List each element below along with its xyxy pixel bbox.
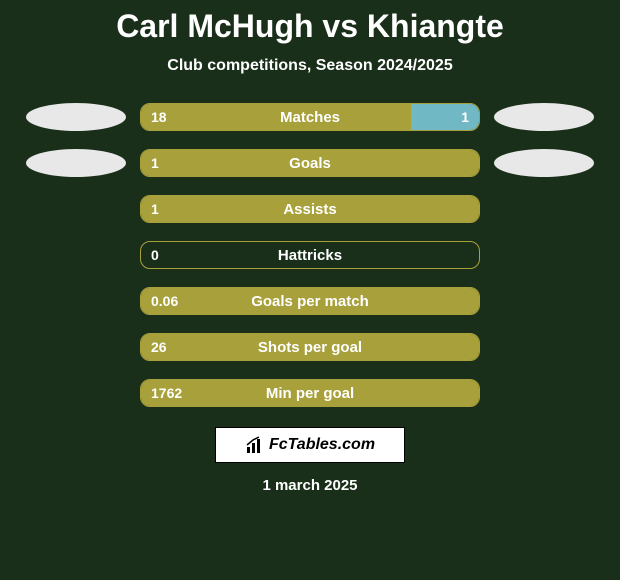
stat-row: 1762Min per goal bbox=[0, 379, 620, 407]
stat-row: 26Shots per goal bbox=[0, 333, 620, 361]
stat-label: Hattricks bbox=[141, 242, 479, 268]
comparison-date: 1 march 2025 bbox=[0, 477, 620, 494]
player-left-marker bbox=[26, 149, 126, 177]
stat-row: 0.06Goals per match bbox=[0, 287, 620, 315]
stat-bar: 1Goals bbox=[140, 149, 480, 177]
spacer bbox=[26, 241, 126, 269]
player-left-marker bbox=[26, 103, 126, 131]
spacer bbox=[26, 287, 126, 315]
spacer bbox=[494, 287, 594, 315]
stat-label: Shots per goal bbox=[141, 334, 479, 360]
stat-label: Assists bbox=[141, 196, 479, 222]
stat-row: 18Matches1 bbox=[0, 103, 620, 131]
spacer bbox=[494, 195, 594, 223]
stat-bar: 1762Min per goal bbox=[140, 379, 480, 407]
spacer bbox=[26, 333, 126, 361]
stat-bar: 1Assists bbox=[140, 195, 480, 223]
stat-label: Min per goal bbox=[141, 380, 479, 406]
player-right-marker bbox=[494, 149, 594, 177]
stat-bar: 0.06Goals per match bbox=[140, 287, 480, 315]
brand-text: FcTables.com bbox=[269, 436, 375, 454]
brand-badge: FcTables.com bbox=[215, 427, 405, 463]
spacer bbox=[494, 333, 594, 361]
comparison-subtitle: Club competitions, Season 2024/2025 bbox=[0, 57, 620, 75]
spacer bbox=[26, 379, 126, 407]
stats-container: 18Matches11Goals1Assists0Hattricks0.06Go… bbox=[0, 103, 620, 407]
stat-bar: 18Matches1 bbox=[140, 103, 480, 131]
stat-row: 0Hattricks bbox=[0, 241, 620, 269]
stat-row: 1Goals bbox=[0, 149, 620, 177]
stat-label: Goals per match bbox=[141, 288, 479, 314]
comparison-title: Carl McHugh vs Khiangte bbox=[0, 0, 620, 45]
stat-label: Matches bbox=[141, 104, 479, 130]
player-right-marker bbox=[494, 103, 594, 131]
stat-bar: 0Hattricks bbox=[140, 241, 480, 269]
stat-value-right: 1 bbox=[461, 104, 469, 130]
spacer bbox=[494, 379, 594, 407]
stat-label: Goals bbox=[141, 150, 479, 176]
stat-row: 1Assists bbox=[0, 195, 620, 223]
stat-bar: 26Shots per goal bbox=[140, 333, 480, 361]
spacer bbox=[494, 241, 594, 269]
spacer bbox=[26, 195, 126, 223]
chart-icon bbox=[245, 435, 265, 455]
